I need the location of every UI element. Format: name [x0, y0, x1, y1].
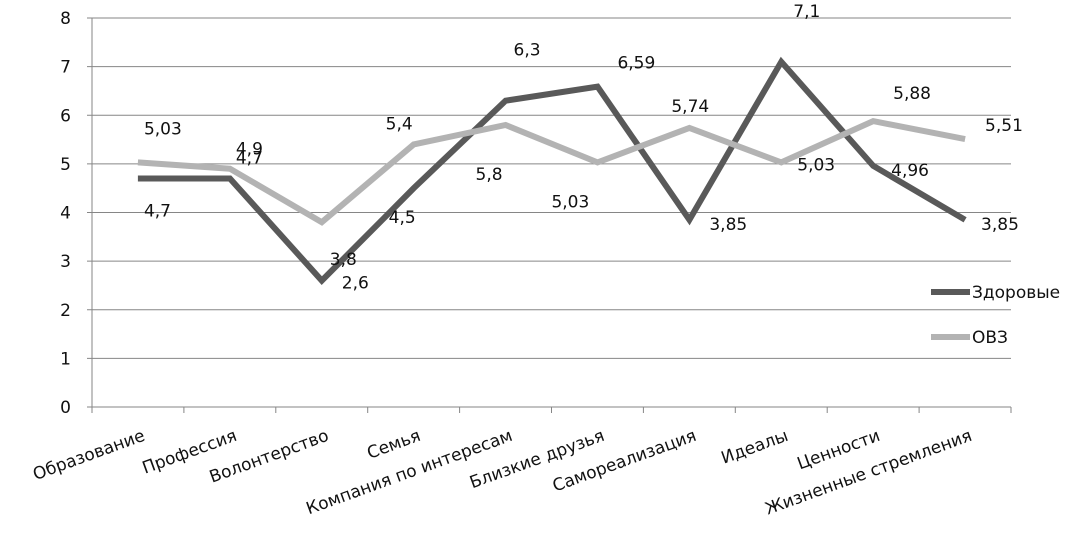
- data-label: 5,51: [985, 116, 1023, 136]
- y-tick-label: 8: [60, 9, 71, 29]
- x-tick-label: Образование: [30, 426, 147, 485]
- data-label: 5,03: [551, 192, 589, 212]
- data-label: 7,1: [793, 2, 820, 22]
- y-tick-label: 5: [60, 155, 71, 175]
- data-labels: 4,7 4,7 2,6 4,5 6,3 6,59 3,85 7,1 4,96 3,85 5,03 4,…: [144, 2, 1023, 294]
- data-label: 4,5: [389, 208, 416, 228]
- y-tick-label: 7: [60, 58, 71, 78]
- data-label: 5,03: [797, 155, 835, 175]
- y-tick-label: 6: [60, 106, 71, 126]
- series-line-ovz: [137, 117, 966, 226]
- y-tick-label: 0: [60, 398, 71, 418]
- data-label: 6,59: [617, 54, 655, 74]
- series-line-zdorovye: [137, 56, 967, 285]
- y-tick-label: 2: [60, 301, 71, 321]
- data-label: 5,8: [476, 165, 503, 185]
- series-lines: [137, 56, 967, 285]
- data-label: 5,4: [386, 114, 413, 134]
- data-label: 3,85: [981, 215, 1019, 235]
- y-tick-label: 1: [60, 349, 71, 369]
- legend-label: ОВЗ: [972, 328, 1008, 348]
- legend: Здоровые ОВЗ: [931, 283, 1060, 348]
- legend-label: Здоровые: [972, 283, 1060, 303]
- y-tick-label: 3: [60, 252, 71, 272]
- y-axis-tick-labels: 0 1 2 3 4 5 6 7 8: [60, 9, 71, 418]
- data-label: 5,03: [144, 119, 182, 139]
- data-label: 5,74: [671, 97, 709, 117]
- data-label: 4,9: [236, 140, 263, 160]
- data-label: 4,7: [236, 148, 263, 168]
- axes: [87, 17, 1012, 413]
- data-label: 5,88: [893, 84, 931, 104]
- data-label: 3,8: [330, 250, 357, 270]
- data-label: 3,85: [709, 215, 747, 235]
- x-tick-label: Семья: [364, 426, 423, 464]
- data-label: 4,96: [891, 161, 929, 181]
- data-label: 6,3: [514, 41, 541, 61]
- data-label: 4,7: [144, 201, 171, 221]
- data-label: 2,6: [342, 274, 369, 294]
- gridlines: [92, 17, 1011, 359]
- y-tick-label: 4: [60, 204, 71, 224]
- x-tick-label: Идеалы: [719, 426, 791, 469]
